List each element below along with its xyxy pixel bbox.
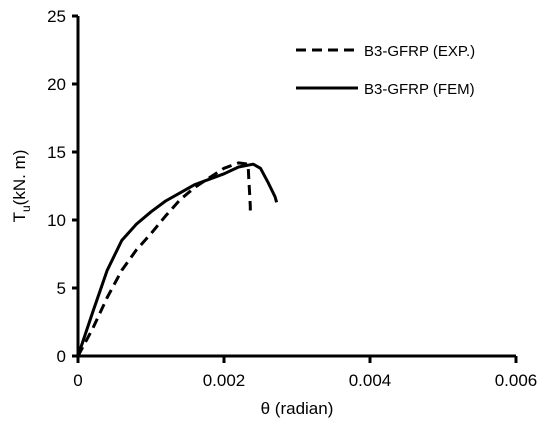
x-axis-label: θ (radian) (261, 399, 334, 418)
y-axis-label-subscript: u (19, 205, 33, 212)
legend-label-fem: B3-GFRP (FEM) (364, 81, 475, 98)
y-axis: 0 5 10 15 20 25 (47, 7, 80, 366)
y-tick-label: 0 (57, 347, 66, 366)
y-tick-label: 5 (57, 279, 66, 298)
y-tick-label: 25 (47, 7, 66, 26)
y-tick-label: 10 (47, 211, 66, 230)
y-axis-label: Tu(kN. m) (10, 150, 33, 223)
series-line-fem (76, 162, 279, 357)
y-tick-label: 15 (47, 143, 66, 162)
x-tick-label: 0.002 (203, 371, 246, 390)
legend-label-exp: B3-GFRP (EXP.) (364, 43, 475, 60)
y-axis-label-units: (kN. m) (10, 150, 29, 206)
x-tick-label: 0.004 (349, 371, 392, 390)
legend: B3-GFRP (EXP.) B3-GFRP (FEM) (296, 43, 475, 98)
x-tick-label: 0 (73, 371, 82, 390)
x-axis: 0 0.002 0.004 0.006 (73, 354, 538, 390)
y-axis-label-main: T (10, 212, 29, 222)
series-line-exp (76, 161, 252, 357)
plot-series (76, 161, 279, 357)
y-tick-label: 20 (47, 75, 66, 94)
x-tick-label: 0.006 (495, 371, 538, 390)
